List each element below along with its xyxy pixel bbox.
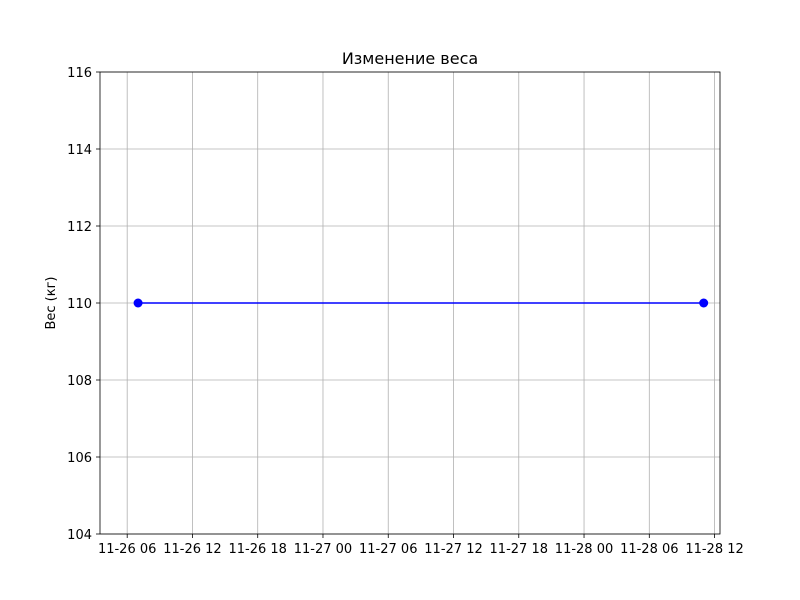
x-tick-label: 11-26 18 [228, 542, 286, 557]
y-tick-label: 112 [67, 220, 92, 235]
x-tick-label: 11-27 12 [424, 542, 482, 557]
data-point [133, 298, 143, 308]
x-tick-label: 11-27 06 [359, 542, 417, 557]
axes: 11-26 06 11-26 12 11-26 18 11-27 00 11-27 06… [67, 66, 744, 557]
y-tick-label: 104 [67, 528, 92, 543]
x-tick-label: 11-26 06 [98, 542, 156, 557]
x-tick-label: 11-27 00 [294, 542, 352, 557]
y-tick-label: 106 [67, 451, 92, 466]
x-tick-label: 11-26 12 [163, 542, 221, 557]
y-tick-label: 114 [67, 143, 92, 158]
chart-title: Изменение веса [342, 49, 478, 68]
data-point [699, 298, 709, 308]
x-tick-label: 11-28 06 [620, 542, 678, 557]
y-tick-label: 116 [67, 66, 92, 81]
plot-frame [99, 71, 721, 535]
y-tick-label: 108 [67, 374, 92, 389]
x-tick-label: 11-28 12 [685, 542, 743, 557]
x-tick-label: 11-28 00 [555, 542, 613, 557]
series-layer [133, 298, 709, 308]
x-tick-label: 11-27 18 [490, 542, 548, 557]
y-axis-label: Вес (кг) [44, 276, 59, 329]
y-tick-label: 110 [67, 297, 92, 312]
